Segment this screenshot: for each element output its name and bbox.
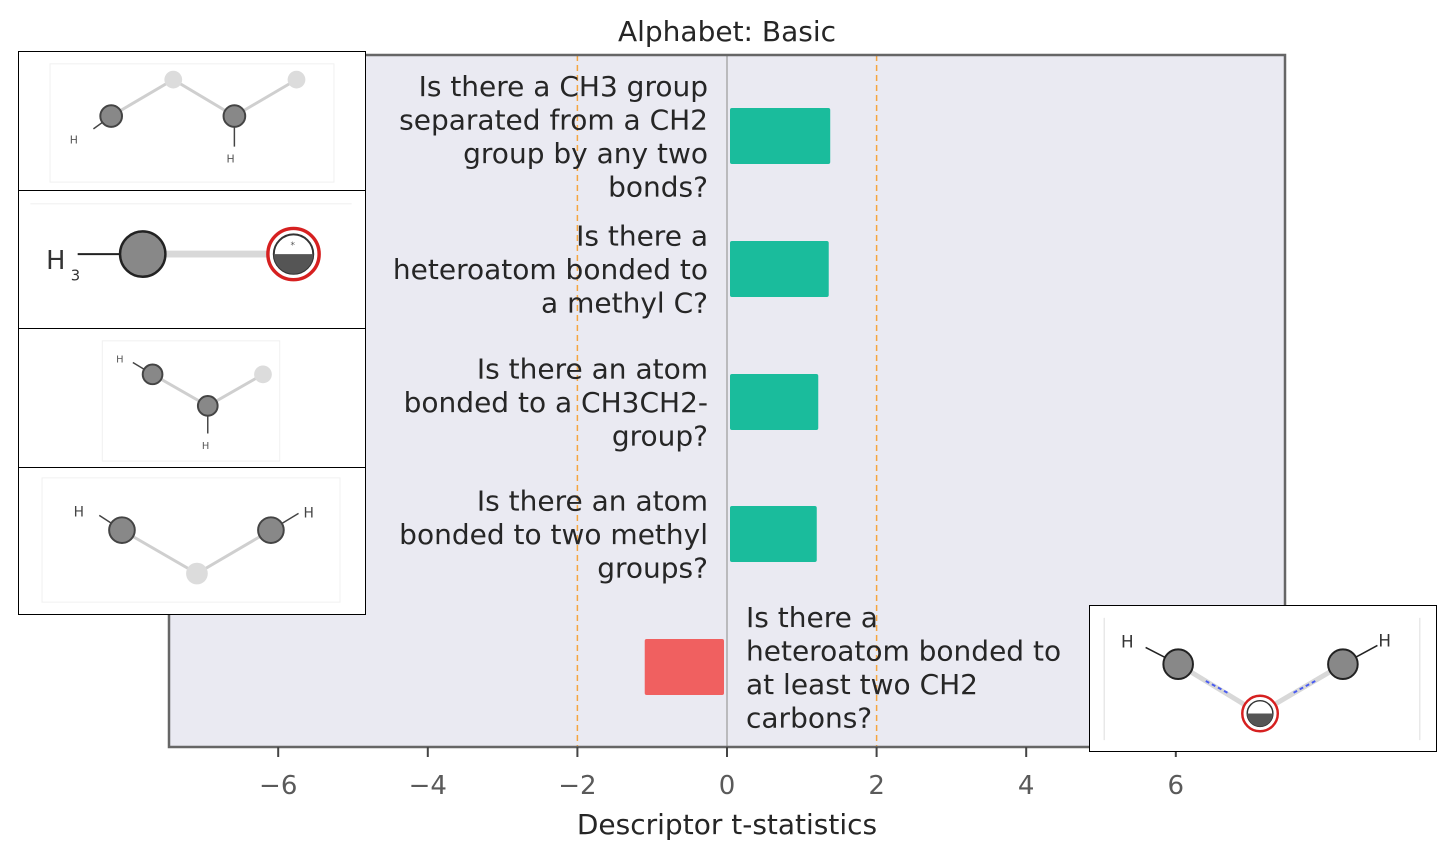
x-tick-label: −2 bbox=[558, 771, 596, 801]
bar-label-line: Is there a CH3 group bbox=[419, 70, 708, 103]
svg-text:H: H bbox=[74, 504, 84, 520]
dimethyl-fragment-icon: H H bbox=[18, 467, 366, 615]
bar-label-line: bonded to a CH3CH2- bbox=[404, 386, 708, 419]
x-tick-label: −4 bbox=[409, 771, 447, 801]
bar-label-line: a methyl C? bbox=[541, 287, 708, 320]
svg-text:H: H bbox=[116, 355, 123, 366]
svg-text:H: H bbox=[1378, 630, 1391, 650]
chain-fragment-icon: H H bbox=[18, 51, 366, 191]
bar-label-line: heteroatom bonded to bbox=[746, 634, 1061, 667]
svg-text:H: H bbox=[303, 505, 313, 521]
methyl-heteroatom-icon: * H 3 bbox=[18, 190, 366, 329]
bar-label-line: group by any two bbox=[463, 137, 708, 170]
x-axis-label: Descriptor t-statistics bbox=[577, 808, 877, 841]
ethyl-fragment-icon: H H bbox=[18, 328, 366, 468]
svg-text:H: H bbox=[227, 152, 235, 165]
bar bbox=[730, 241, 829, 297]
bar-label-line: Is there a bbox=[746, 601, 878, 634]
bar-label-line: Is there an atom bbox=[477, 485, 708, 518]
significance-lines bbox=[576, 55, 878, 747]
bar bbox=[730, 506, 817, 562]
svg-text:H: H bbox=[202, 441, 209, 452]
bar bbox=[730, 108, 831, 164]
bar bbox=[644, 639, 724, 695]
bar-label-line: Is there a bbox=[576, 220, 708, 253]
svg-text:*: * bbox=[291, 241, 296, 251]
h3-subscript: 3 bbox=[71, 268, 80, 285]
x-tick-label: 0 bbox=[719, 771, 736, 801]
h3-label: H bbox=[46, 246, 65, 276]
x-tick-label: 6 bbox=[1168, 771, 1185, 801]
bar-label-line: heteroatom bonded to bbox=[393, 253, 708, 286]
x-axis-ticks: −6 −4 −2 0 2 4 6 bbox=[259, 747, 1184, 801]
bar-label-line: carbons? bbox=[746, 701, 872, 734]
x-tick-label: 4 bbox=[1018, 771, 1035, 801]
bar-label-line: at least two CH2 bbox=[746, 668, 978, 701]
chart-title: Alphabet: Basic bbox=[618, 15, 836, 48]
x-tick-label: −6 bbox=[259, 771, 297, 801]
bar-label-line: Is there an atom bbox=[477, 353, 708, 386]
bars bbox=[644, 108, 831, 695]
bar-label-line: bonded to two methyl bbox=[399, 518, 708, 551]
svg-text:H: H bbox=[70, 134, 78, 147]
svg-text:H: H bbox=[1121, 631, 1134, 651]
bar-label-line: group? bbox=[612, 420, 708, 453]
heteroatom-bis-ch2-icon: H H bbox=[1089, 605, 1437, 752]
bar-label-line: groups? bbox=[597, 552, 708, 585]
x-tick-label: 2 bbox=[868, 771, 885, 801]
bar-label-line: separated from a CH2 bbox=[399, 103, 708, 136]
bar bbox=[730, 374, 819, 430]
bar-label-line: bonds? bbox=[608, 170, 708, 203]
